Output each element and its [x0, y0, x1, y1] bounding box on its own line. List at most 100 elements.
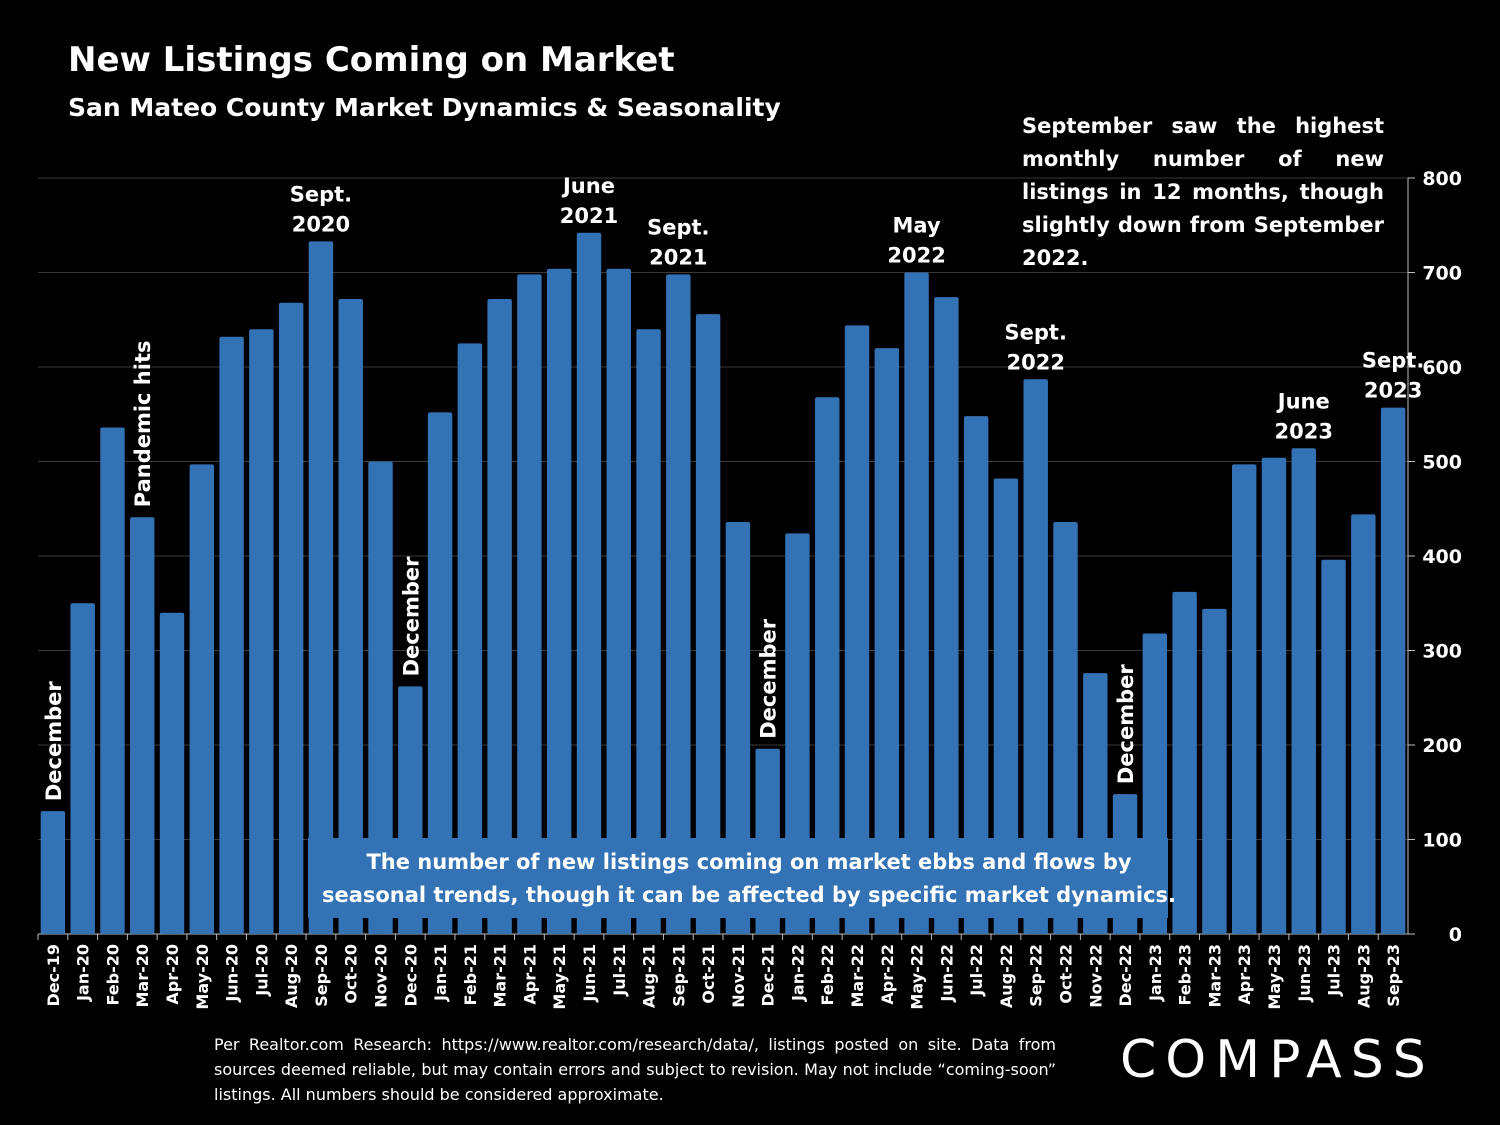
x-tick-label: Sep-22 — [1027, 944, 1046, 1007]
x-tick-label: Dec-19 — [44, 944, 63, 1007]
bar — [1351, 514, 1376, 934]
x-tick-label: Sep-21 — [669, 944, 688, 1007]
x-tick-label: Feb-20 — [103, 944, 122, 1006]
bar — [40, 811, 66, 934]
annotation-label: December — [1114, 664, 1138, 785]
x-tick-label: May-20 — [193, 944, 212, 1010]
bar — [815, 397, 840, 934]
note-box: The number of new listings coming on mar… — [308, 838, 1176, 918]
y-tick-label: 500 — [1422, 452, 1462, 474]
y-tick-label: 100 — [1422, 830, 1462, 852]
x-tick-label: Oct-21 — [699, 944, 718, 1004]
bar — [1172, 591, 1197, 934]
x-tick-label: Oct-22 — [1057, 944, 1076, 1004]
x-tick-label: Feb-23 — [1176, 944, 1195, 1006]
annotation-label: December — [399, 556, 423, 677]
y-tick-label: 200 — [1422, 735, 1462, 757]
x-tick-label: Mar-20 — [133, 944, 152, 1008]
bar — [666, 274, 691, 934]
x-tick-label: Mar-22 — [848, 944, 867, 1008]
note-line-2: seasonal trends, though it can be affect… — [322, 883, 1176, 907]
annotation-label: December — [757, 618, 781, 739]
x-tick-label: Apr-20 — [163, 944, 182, 1005]
compass-logo: COMPASS — [1120, 1030, 1435, 1090]
x-tick-label: Sep-23 — [1384, 944, 1403, 1007]
bar — [1053, 521, 1078, 934]
x-tick-label: Nov-21 — [729, 944, 748, 1008]
bar — [606, 268, 631, 935]
y-axis-ticks: 0 100 200 300 400 500 600 700 800 — [1407, 168, 1462, 946]
x-axis-labels: Dec-19 Jan-20 Feb-20 Mar-20 Apr-20 May-20 Jun-… — [37, 934, 1403, 1010]
bar — [636, 329, 661, 934]
chart-title: New Listings Coming on Market — [68, 40, 675, 80]
x-tick-label: Jun-21 — [580, 944, 599, 1003]
x-tick-label: Feb-22 — [818, 944, 837, 1006]
bar — [874, 348, 900, 935]
bar — [249, 329, 274, 934]
x-tick-label: Jan-20 — [74, 944, 93, 1002]
x-tick-label: Jun-22 — [937, 944, 956, 1003]
x-tick-label: Aug-21 — [640, 944, 659, 1008]
bar — [993, 478, 1019, 934]
bar — [934, 297, 959, 934]
x-tick-label: Jul-22 — [967, 944, 986, 997]
y-tick-label: 700 — [1422, 263, 1462, 285]
x-tick-label: May-21 — [550, 944, 569, 1010]
annotation-label: Sept. 2021 — [647, 215, 709, 269]
x-tick-label: Dec-21 — [759, 944, 778, 1007]
note-box-background — [308, 838, 1168, 918]
bar — [725, 521, 751, 934]
annotation-label: June 2023 — [1275, 389, 1333, 443]
x-tick-label: Jan-23 — [1146, 944, 1165, 1002]
x-tick-label: Nov-20 — [372, 944, 391, 1008]
chart-subtitle: San Mateo County Market Dynamics & Seaso… — [68, 93, 781, 122]
source-footnote: Per Realtor.com Research: https://www.re… — [214, 1035, 1056, 1104]
bar — [338, 298, 363, 935]
annotation-label: May 2022 — [887, 214, 945, 268]
bar — [219, 336, 244, 934]
x-tick-label: Jun-23 — [1295, 944, 1314, 1003]
bar — [368, 461, 393, 934]
bar — [1380, 407, 1406, 934]
x-tick-label: Apr-21 — [520, 944, 539, 1005]
x-tick-label: Mar-23 — [1205, 944, 1224, 1008]
x-tick-label: Apr-23 — [1235, 944, 1254, 1005]
x-tick-label: Nov-22 — [1086, 944, 1105, 1008]
x-tick-label: Oct-20 — [342, 944, 361, 1004]
bar — [1321, 559, 1346, 934]
bar — [1202, 608, 1227, 934]
bar — [546, 268, 572, 935]
x-tick-label: Jul-20 — [252, 944, 271, 997]
y-tick-label: 600 — [1422, 357, 1462, 379]
x-tick-label: Sep-20 — [312, 944, 331, 1007]
x-tick-label: Jan-21 — [431, 944, 450, 1002]
bar — [457, 343, 483, 934]
x-tick-label: Dec-20 — [401, 944, 420, 1007]
y-tick-label: 400 — [1422, 546, 1462, 568]
bar — [963, 416, 989, 934]
y-tick-label: 0 — [1449, 924, 1462, 946]
x-tick-label: Jul-21 — [610, 944, 629, 997]
x-tick-label: Apr-22 — [878, 944, 897, 1005]
bar — [189, 464, 215, 934]
bar — [576, 232, 602, 934]
x-tick-label: May-22 — [908, 944, 927, 1010]
annotation-label: December — [42, 681, 66, 802]
bar — [1231, 464, 1257, 934]
bar — [695, 314, 721, 935]
annotation-label: Pandemic hits — [131, 341, 155, 508]
bar — [844, 325, 870, 934]
annotation-label: Sept. 2023 — [1362, 349, 1424, 403]
bar — [785, 533, 810, 934]
note-line-1: The number of new listings coming on mar… — [366, 850, 1131, 874]
bar — [1261, 457, 1287, 934]
bar — [517, 274, 542, 934]
bar-annotations: December Pandemic hits Sept. 2020 December Ju… — [42, 174, 1424, 801]
x-tick-label: Jun-20 — [223, 944, 242, 1003]
x-tick-label: Aug-20 — [282, 944, 301, 1008]
x-tick-label: Feb-21 — [461, 944, 480, 1006]
callout-text: September saw the highest monthly number… — [1022, 114, 1384, 270]
bar — [1291, 448, 1316, 934]
annotation-label: Sept. 2022 — [1005, 320, 1067, 374]
